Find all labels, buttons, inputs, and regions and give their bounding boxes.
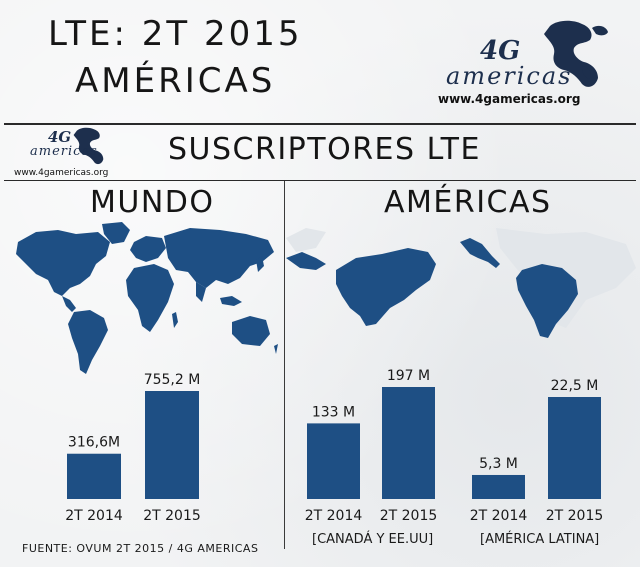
bar-value-label-2-0: 5,3 M xyxy=(479,456,518,472)
bar-value-label-0-1: 755,2 M xyxy=(144,372,201,388)
group-label-2: [AMÉRICA LATINA] xyxy=(480,531,599,547)
bar-0-0 xyxy=(67,453,121,499)
category-label-2-0: 2T 2014 xyxy=(470,508,528,524)
category-label-2-1: 2T 2015 xyxy=(546,508,604,524)
section-divider xyxy=(4,180,636,181)
category-label-0-1: 2T 2015 xyxy=(143,508,201,524)
americas-globe-small-icon xyxy=(73,127,104,165)
category-label-1-0: 2T 2014 xyxy=(305,508,363,524)
logo-word-small: americas xyxy=(30,144,98,159)
brand-logo-small: 4G americas www.4gamericas.org xyxy=(12,124,122,182)
bar-1-0 xyxy=(307,423,360,499)
section-title: SUSCRIPTORES LTE xyxy=(168,132,481,167)
logo-mark: 4G xyxy=(480,36,521,66)
panel-title-americas: AMÉRICAS xyxy=(384,185,552,220)
logo-url-small[interactable]: www.4gamericas.org xyxy=(14,168,109,178)
logo-word: americas xyxy=(446,62,573,90)
bar-value-label-1-0: 133 M xyxy=(312,404,355,420)
bar-value-label-2-1: 22,5 M xyxy=(551,378,599,394)
category-label-1-1: 2T 2015 xyxy=(380,508,438,524)
bar-2-0 xyxy=(472,474,525,499)
bar-value-label-0-0: 316,6M xyxy=(68,435,120,451)
panel-divider xyxy=(284,181,285,549)
header-divider xyxy=(4,123,636,125)
bar-1-1 xyxy=(382,387,435,499)
panel-title-mundo: MUNDO xyxy=(90,185,215,220)
page-title-line-2: AMÉRICAS xyxy=(75,61,276,101)
logo-mark-small: 4G xyxy=(48,128,72,146)
bar-2-1 xyxy=(548,397,601,499)
americas-map-icon xyxy=(286,228,636,338)
americas-globe-icon xyxy=(544,20,608,87)
brand-logo: 4G americas www.4gamericas.org xyxy=(432,14,632,109)
bar-value-label-1-1: 197 M xyxy=(387,368,430,384)
group-label-1: [CANADÁ Y EE.UU] xyxy=(312,531,433,547)
logo-url[interactable]: www.4gamericas.org xyxy=(438,92,581,106)
source-note: FUENTE: OVUM 2T 2015 / 4G AMERICAS xyxy=(22,542,259,555)
world-map-icon xyxy=(16,222,278,374)
category-label-0-0: 2T 2014 xyxy=(65,508,123,524)
bar-0-1 xyxy=(145,391,199,499)
page-title-line-1: LTE: 2T 2015 xyxy=(48,14,303,54)
